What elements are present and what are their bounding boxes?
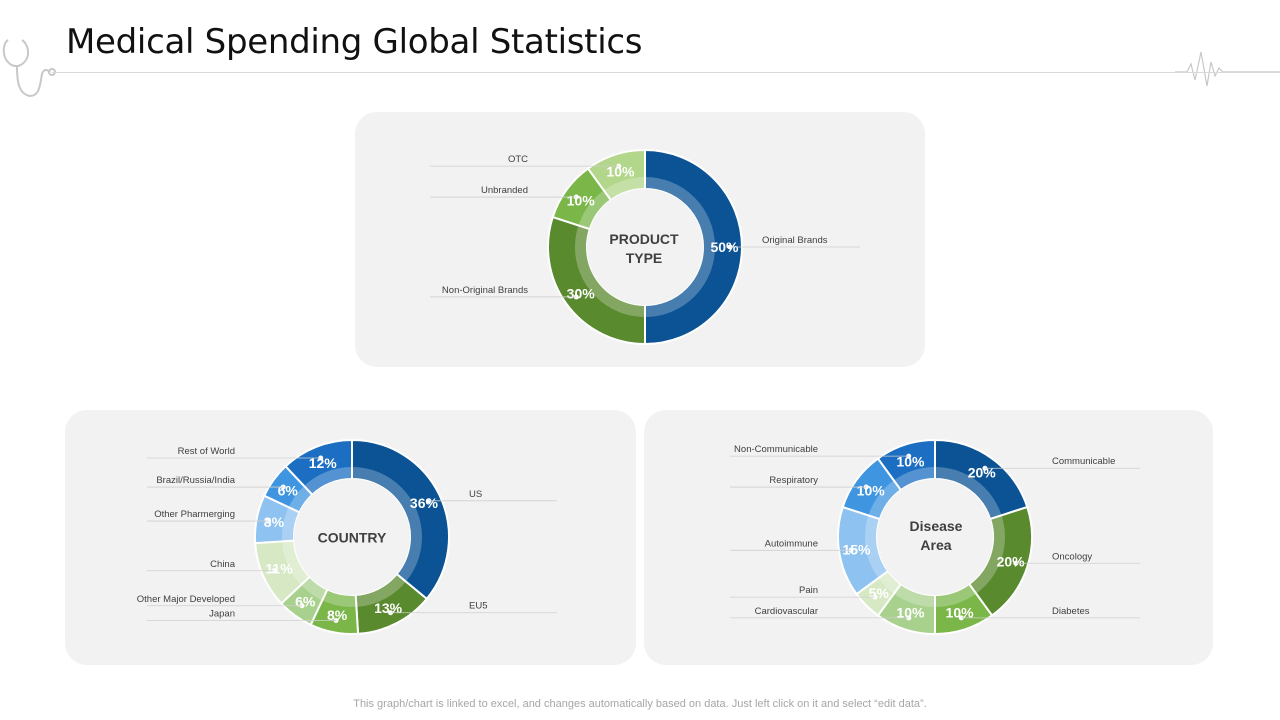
category-label-pain: Pain [799, 585, 818, 596]
category-label-communicable: Communicable [1052, 456, 1115, 467]
value-label-pain: 5% [869, 585, 890, 601]
category-label-japan: Japan [209, 608, 235, 619]
value-label-autoimmune: 15% [842, 541, 871, 557]
category-label-rest-of-world: Rest of World [178, 446, 235, 457]
value-label-us: 36% [410, 495, 439, 511]
category-label-original-brands: Original Brands [762, 235, 828, 246]
value-label-cardiovascular: 10% [896, 605, 925, 621]
value-label-brazil-russia-india: 6% [278, 482, 299, 498]
donut-slices [547, 148, 743, 346]
leader-dot-other-major-developed [299, 603, 305, 609]
category-label-unbranded: Unbranded [481, 185, 528, 196]
leader-dot-autoimmune [848, 547, 854, 553]
inner-ring [865, 467, 1005, 607]
category-label-cardiovascular: Cardiovascular [755, 606, 818, 617]
donut-hole [587, 189, 703, 305]
product-type-donut-chart[interactable]: 50% Original Brands 30% Non-Original Brands… [355, 112, 925, 367]
country-center-label: COUNTRY [317, 529, 387, 546]
category-label-us: US [469, 489, 482, 500]
stethoscope-icon [2, 39, 56, 98]
disease-area-panel: 20% Communicable 20% Oncology 10% Diabetes 10%… [644, 410, 1213, 665]
leader-dot-pain [872, 594, 878, 600]
page-title: Medical Spending Global Statistics [66, 22, 643, 62]
value-label-otc: 10% [606, 163, 635, 179]
value-label-japan: 8% [327, 607, 348, 623]
country-donut-chart[interactable]: 36% US 13% EU5 8% Japan 6% Other Major Develope… [65, 410, 636, 665]
country-panel: 36% US 13% EU5 8% Japan 6% Other Major Develope… [65, 410, 636, 665]
value-label-oncology: 20% [997, 554, 1026, 570]
header-divider [52, 72, 1280, 73]
category-label-other-pharmerging: Other Pharmerging [154, 509, 235, 520]
donut-slices [254, 438, 450, 635]
value-label-diabetes: 10% [946, 605, 975, 621]
category-label-autoimmune: Autoimmune [765, 538, 818, 549]
category-label-eu5: EU5 [469, 601, 487, 612]
slice-us[interactable] [351, 438, 450, 601]
value-label-other-major-developed: 6% [295, 593, 316, 609]
category-label-non-communicable: Non-Communicable [734, 444, 818, 455]
category-label-oncology: Oncology [1052, 551, 1092, 562]
donut-hole [294, 479, 410, 595]
value-label-other-pharmerging: 8% [264, 514, 285, 530]
category-label-non-original-brands: Non-Original Brands [442, 285, 528, 296]
value-label-rest-of-world: 12% [309, 455, 338, 471]
category-label-brazil-russia-india: Brazil/Russia/India [156, 475, 235, 486]
inner-ring [575, 177, 715, 317]
value-label-non-communicable: 10% [896, 453, 925, 469]
value-label-communicable: 20% [968, 465, 997, 481]
value-label-unbranded: 10% [567, 192, 596, 208]
category-label-other-major-developed: Other Major Developed [137, 594, 235, 605]
value-label-eu5: 13% [374, 600, 403, 616]
inner-ring [282, 467, 422, 607]
value-label-original-brands: 50% [710, 239, 739, 255]
heartbeat-icon [1175, 51, 1280, 87]
value-label-respiratory: 10% [857, 482, 886, 498]
disease-area-donut-chart[interactable]: 20% Communicable 20% Oncology 10% Diabetes 10%… [644, 410, 1213, 665]
product-type-panel: 50% Original Brands 30% Non-Original Brands… [355, 112, 925, 367]
footer-note: This graph/chart is linked to excel, and… [353, 698, 927, 710]
donut-hole [877, 479, 993, 595]
category-label-diabetes: Diabetes [1052, 606, 1090, 617]
category-label-china: China [210, 559, 236, 570]
value-label-non-original-brands: 30% [567, 286, 596, 302]
disease-area-center-label: Disease Area [909, 518, 963, 553]
category-label-respiratory: Respiratory [769, 475, 818, 486]
product-type-center-label: PRODUCT TYPE [609, 231, 679, 266]
category-label-otc: OTC [508, 154, 528, 165]
